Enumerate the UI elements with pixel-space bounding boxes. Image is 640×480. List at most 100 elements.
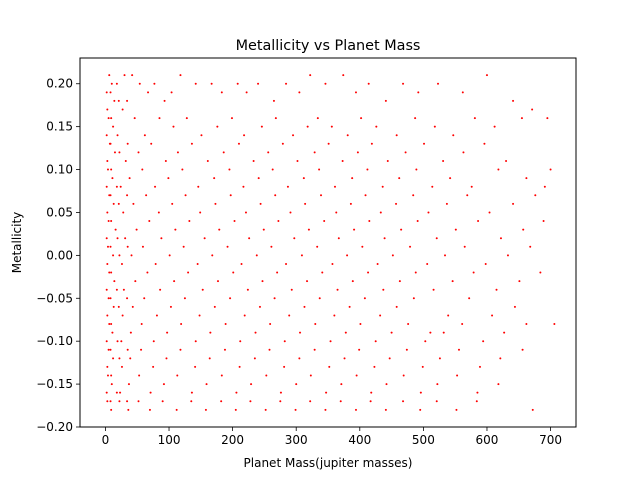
- data-point: [121, 108, 124, 111]
- data-point: [452, 134, 455, 137]
- data-point: [341, 159, 344, 162]
- data-point: [257, 82, 260, 85]
- data-point: [243, 314, 246, 317]
- data-point: [409, 245, 412, 248]
- data-point: [477, 220, 480, 223]
- data-point: [320, 194, 323, 197]
- data-point: [445, 202, 448, 205]
- data-point: [143, 134, 146, 137]
- data-point: [179, 348, 182, 351]
- data-point: [351, 280, 354, 283]
- data-point: [283, 340, 286, 343]
- data-point: [116, 134, 119, 137]
- data-point: [373, 365, 376, 368]
- data-point: [499, 237, 502, 240]
- data-point: [542, 220, 545, 223]
- data-point: [171, 202, 174, 205]
- data-point: [123, 74, 126, 77]
- data-point: [382, 288, 385, 291]
- data-point: [473, 117, 476, 120]
- data-point: [111, 331, 114, 334]
- data-point: [232, 271, 235, 274]
- data-point: [451, 280, 454, 283]
- data-point: [306, 280, 309, 283]
- data-point: [147, 91, 150, 94]
- data-point: [109, 400, 112, 403]
- data-point: [404, 151, 407, 154]
- data-point: [462, 151, 465, 154]
- data-point: [325, 391, 328, 394]
- data-point: [539, 271, 542, 274]
- data-point: [229, 297, 232, 300]
- y-tick-label: 0.15: [46, 120, 73, 134]
- data-point: [470, 185, 473, 188]
- data-point: [162, 383, 165, 386]
- data-point: [250, 383, 253, 386]
- data-point: [553, 323, 556, 326]
- data-point: [153, 82, 156, 85]
- data-point: [106, 159, 109, 162]
- data-point: [108, 271, 111, 274]
- data-point: [209, 331, 212, 334]
- data-point: [512, 202, 515, 205]
- data-point: [166, 331, 169, 334]
- data-point: [329, 340, 332, 343]
- y-tick-label: −0.15: [36, 377, 73, 391]
- data-point: [281, 142, 284, 145]
- data-point: [117, 202, 120, 205]
- data-point: [258, 305, 261, 308]
- data-point: [141, 168, 144, 171]
- data-point: [115, 391, 118, 394]
- data-point: [126, 99, 129, 102]
- data-point: [109, 348, 112, 351]
- data-point: [375, 125, 378, 128]
- data-point: [112, 254, 115, 257]
- data-point: [419, 391, 422, 394]
- data-point: [455, 408, 458, 411]
- data-point: [201, 288, 204, 291]
- data-point: [146, 271, 149, 274]
- data-point: [108, 74, 111, 77]
- data-point: [415, 168, 418, 171]
- data-point: [239, 340, 242, 343]
- data-point: [200, 134, 203, 137]
- data-point: [179, 74, 182, 77]
- data-point: [367, 271, 370, 274]
- data-point: [155, 314, 158, 317]
- data-point: [110, 82, 113, 85]
- data-point: [337, 237, 340, 240]
- y-tick-label: 0.20: [46, 77, 73, 91]
- data-point: [131, 305, 134, 308]
- data-point: [368, 220, 371, 223]
- chart-title: Metallicity vs Planet Mass: [236, 38, 421, 54]
- data-point: [294, 408, 297, 411]
- data-point: [549, 168, 552, 171]
- data-point: [427, 211, 430, 214]
- data-point: [106, 400, 109, 403]
- data-points: [105, 74, 556, 411]
- data-point: [497, 383, 500, 386]
- data-point: [194, 365, 197, 368]
- data-point: [342, 74, 345, 77]
- data-point: [108, 323, 111, 326]
- data-point: [261, 280, 264, 283]
- data-point: [497, 168, 500, 171]
- data-point: [407, 323, 410, 326]
- data-point: [107, 297, 110, 300]
- data-point: [118, 400, 121, 403]
- data-point: [379, 211, 382, 214]
- data-point: [129, 331, 132, 334]
- data-point: [395, 202, 398, 205]
- data-point: [370, 391, 373, 394]
- data-point: [369, 400, 372, 403]
- data-point: [109, 297, 112, 300]
- data-point: [214, 202, 217, 205]
- y-tick-label: −0.10: [36, 334, 73, 348]
- x-axis-label: Planet Mass(jupiter masses): [244, 456, 413, 470]
- data-point: [379, 314, 382, 317]
- data-point: [506, 254, 509, 257]
- data-point: [488, 211, 491, 214]
- data-point: [129, 357, 132, 360]
- data-point: [356, 151, 359, 154]
